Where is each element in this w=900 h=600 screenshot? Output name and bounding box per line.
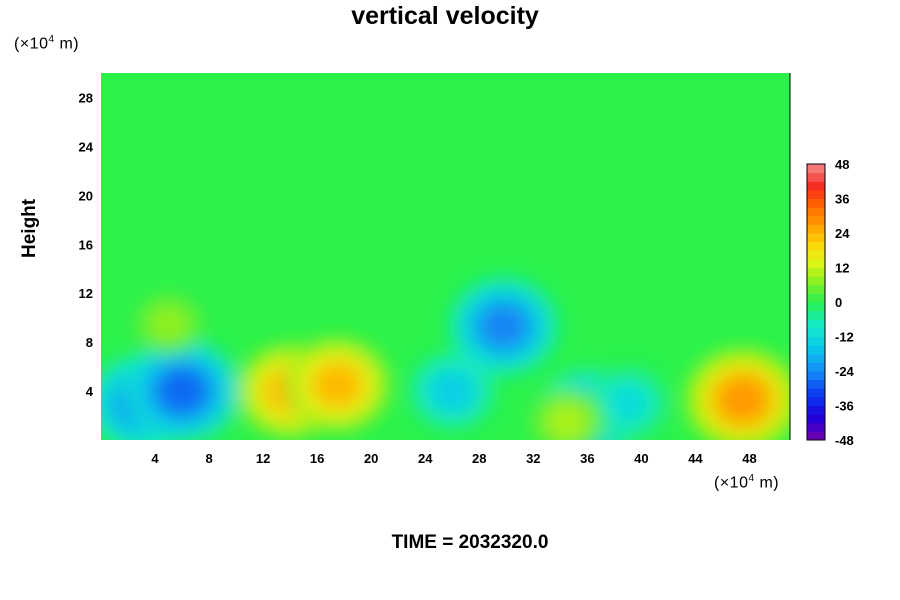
field-feature-7-ring-3: [719, 378, 767, 421]
field-feature-5-ring-3: [481, 306, 526, 347]
colorbar-band: [807, 198, 825, 208]
colorbar-band: [807, 362, 825, 372]
y-unit-label: (×104 m): [14, 34, 80, 53]
colorbar-band: [807, 319, 825, 329]
colorbar-tick-label: 48: [835, 157, 849, 172]
colorbar-tick-label: -24: [835, 364, 855, 379]
colorbar-band: [807, 267, 825, 277]
y-tick-label: 12: [79, 286, 93, 301]
y-tick-label: 4: [86, 384, 94, 399]
colorbar-band: [807, 379, 825, 389]
x-tick-label: 12: [256, 451, 270, 466]
colorbar-band: [807, 310, 825, 320]
field-feature-8-ring-3: [611, 388, 645, 419]
colorbar-band: [807, 336, 825, 346]
colorbar-tick-label: 36: [835, 192, 849, 207]
colorbar-tick-label: -48: [835, 433, 854, 448]
x-tick-label: 36: [580, 451, 594, 466]
colorbar-band: [807, 258, 825, 268]
x-tick-label: 8: [205, 451, 212, 466]
colorbar-band: [807, 215, 825, 225]
colorbar-tick-label: 12: [835, 261, 849, 276]
field-feature-9-ring-3: [551, 407, 583, 436]
colorbar-band: [807, 353, 825, 363]
colorbar-band: [807, 371, 825, 381]
y-tick-label: 8: [86, 335, 93, 350]
colorbar-band: [807, 181, 825, 191]
x-tick-label: 40: [634, 451, 648, 466]
x-tick-label: 48: [742, 451, 756, 466]
colorbar-band: [807, 405, 825, 415]
colorbar-band: [807, 414, 825, 424]
colorbar-tick-label: -36: [835, 399, 854, 414]
colorbar-band: [807, 241, 825, 251]
colorbar-band: [807, 189, 825, 199]
colorbar-band: [807, 224, 825, 234]
colorbar-band: [807, 327, 825, 337]
colorbar-band: [807, 293, 825, 303]
colorbar-tick-label: 0: [835, 295, 842, 310]
colorbar-frame: [806, 163, 826, 441]
colorbar-band: [807, 396, 825, 406]
x-tick-label: 20: [364, 451, 378, 466]
time-label: TIME = 2032320.0: [391, 532, 549, 553]
field-feature-1-ring-3: [158, 369, 206, 413]
colorbar-band: [807, 284, 825, 294]
field-feature-4-ring-3: [434, 375, 471, 408]
colorbar-band: [807, 207, 825, 217]
colorbar-band: [807, 345, 825, 355]
colorbar-band: [807, 276, 825, 286]
colorbar-tick-label: -12: [835, 330, 854, 345]
chart-title: vertical velocity: [351, 2, 539, 30]
colorbar-band: [807, 388, 825, 398]
x-unit-label: (×104 m): [714, 473, 780, 492]
colorbar-band: [807, 233, 825, 243]
y-tick-label: 16: [79, 237, 93, 252]
colorbar-band: [807, 164, 825, 174]
colorbar-band: [807, 250, 825, 260]
field-feature-10-ring-3: [153, 310, 184, 337]
x-tick-label: 28: [472, 451, 486, 466]
y-tick-label: 28: [79, 90, 93, 105]
x-tick-label: 44: [688, 451, 703, 466]
x-tick-label: 32: [526, 451, 540, 466]
x-tick-label: 4: [151, 451, 159, 466]
colorbar-tick-label: 24: [835, 226, 850, 241]
colorbar-band: [807, 302, 825, 312]
x-tick-label: 24: [418, 451, 433, 466]
x-tick-label: 16: [310, 451, 324, 466]
colorbar-band: [807, 431, 825, 441]
field-feature-3-ring-3: [315, 365, 360, 405]
y-tick-label: 20: [79, 188, 93, 203]
y-tick-label: 24: [79, 139, 94, 154]
colorbar-band: [807, 422, 825, 432]
colorbar-band: [807, 172, 825, 182]
